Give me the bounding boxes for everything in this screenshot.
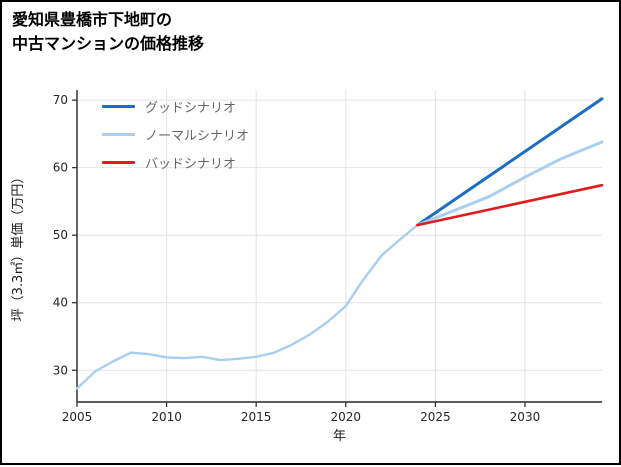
y-axis-label: 坪（3.3㎡）単価（万円） (10, 171, 26, 322)
x-tick-label: 2025 (420, 410, 451, 424)
good-line (415, 97, 604, 227)
legend-label-good: グッドシナリオ (145, 100, 237, 116)
bad-line (416, 183, 604, 227)
y-tick-label: 70 (53, 93, 68, 107)
x-tick-label: 2005 (62, 410, 93, 424)
legend: グッドシナリオ ノーマルシナリオ バッドシナリオ (102, 92, 249, 176)
legend-swatch-normal (102, 132, 135, 136)
x-axis-label: 年 (333, 429, 346, 444)
y-tick-label: 40 (53, 296, 68, 310)
chart-title-line1: 愛知県豊橋市下地町の (12, 10, 173, 29)
chart-title: 愛知県豊橋市下地町の 中古マンションの価格推移 (12, 8, 204, 56)
x-tick-label: 2030 (510, 410, 541, 424)
series-lines (75, 97, 604, 390)
y-tick-label: 50 (53, 228, 68, 242)
axes: 2005 2010 2015 2020 2025 2030 30 40 50 60 70 年 坪（3.3… (10, 90, 602, 444)
history-line (75, 223, 419, 390)
y-tick-label: 60 (53, 161, 68, 175)
legend-item-bad: バッドシナリオ (102, 148, 249, 176)
legend-item-normal: ノーマルシナリオ (102, 120, 249, 148)
chart-title-line2: 中古マンションの価格推移 (12, 34, 205, 53)
legend-swatch-good (102, 104, 135, 108)
x-tick-label: 2015 (241, 410, 272, 424)
legend-label-normal: ノーマルシナリオ (145, 128, 250, 144)
gridlines (76, 90, 602, 402)
y-tick-label: 30 (53, 363, 68, 377)
x-tick-label: 2020 (330, 410, 361, 424)
legend-item-good: グッドシナリオ (102, 92, 249, 120)
legend-label-bad: バッドシナリオ (145, 156, 237, 172)
x-tick-label: 2010 (151, 410, 182, 424)
normal-line (415, 140, 604, 227)
legend-swatch-bad (102, 160, 135, 164)
